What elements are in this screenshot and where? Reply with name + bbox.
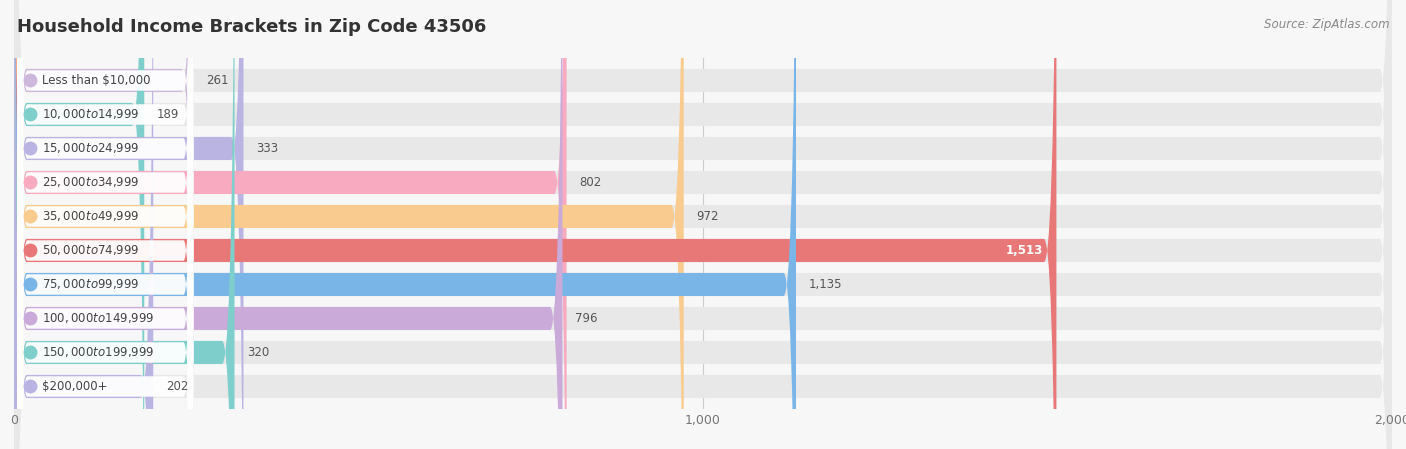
FancyBboxPatch shape [14,0,153,449]
Text: Household Income Brackets in Zip Code 43506: Household Income Brackets in Zip Code 43… [17,18,486,36]
FancyBboxPatch shape [14,0,1392,449]
FancyBboxPatch shape [17,0,193,449]
FancyBboxPatch shape [17,0,193,449]
Text: $100,000 to $149,999: $100,000 to $149,999 [42,312,155,326]
Text: $50,000 to $74,999: $50,000 to $74,999 [42,243,139,257]
FancyBboxPatch shape [17,0,193,449]
FancyBboxPatch shape [14,0,145,449]
FancyBboxPatch shape [14,0,1392,449]
FancyBboxPatch shape [14,0,1392,449]
Text: $10,000 to $14,999: $10,000 to $14,999 [42,107,139,122]
FancyBboxPatch shape [14,0,1056,449]
Text: 320: 320 [247,346,269,359]
FancyBboxPatch shape [17,0,193,449]
Text: $25,000 to $34,999: $25,000 to $34,999 [42,176,139,189]
FancyBboxPatch shape [14,0,194,449]
FancyBboxPatch shape [17,0,193,449]
Text: 333: 333 [256,142,278,155]
Text: 796: 796 [575,312,598,325]
FancyBboxPatch shape [17,0,193,449]
FancyBboxPatch shape [17,0,193,449]
FancyBboxPatch shape [14,0,567,449]
Text: 202: 202 [166,380,188,393]
Text: $75,000 to $99,999: $75,000 to $99,999 [42,277,139,291]
Text: 1,135: 1,135 [808,278,842,291]
Text: Source: ZipAtlas.com: Source: ZipAtlas.com [1264,18,1389,31]
Text: Less than $10,000: Less than $10,000 [42,74,150,87]
FancyBboxPatch shape [14,0,1392,449]
FancyBboxPatch shape [17,0,193,449]
FancyBboxPatch shape [14,0,562,449]
FancyBboxPatch shape [14,0,1392,449]
FancyBboxPatch shape [14,0,1392,449]
FancyBboxPatch shape [14,0,1392,449]
Text: 802: 802 [579,176,602,189]
Text: $150,000 to $199,999: $150,000 to $199,999 [42,345,155,360]
FancyBboxPatch shape [14,0,796,449]
FancyBboxPatch shape [14,0,1392,449]
Text: 972: 972 [696,210,718,223]
Text: 189: 189 [156,108,179,121]
FancyBboxPatch shape [17,0,193,449]
Text: $15,000 to $24,999: $15,000 to $24,999 [42,141,139,155]
FancyBboxPatch shape [14,0,1392,449]
FancyBboxPatch shape [14,0,1392,449]
Text: $200,000+: $200,000+ [42,380,107,393]
Text: 1,513: 1,513 [1005,244,1043,257]
Text: $35,000 to $49,999: $35,000 to $49,999 [42,210,139,224]
FancyBboxPatch shape [17,0,193,449]
FancyBboxPatch shape [14,0,683,449]
Text: 261: 261 [207,74,229,87]
FancyBboxPatch shape [14,0,235,449]
FancyBboxPatch shape [14,0,243,449]
